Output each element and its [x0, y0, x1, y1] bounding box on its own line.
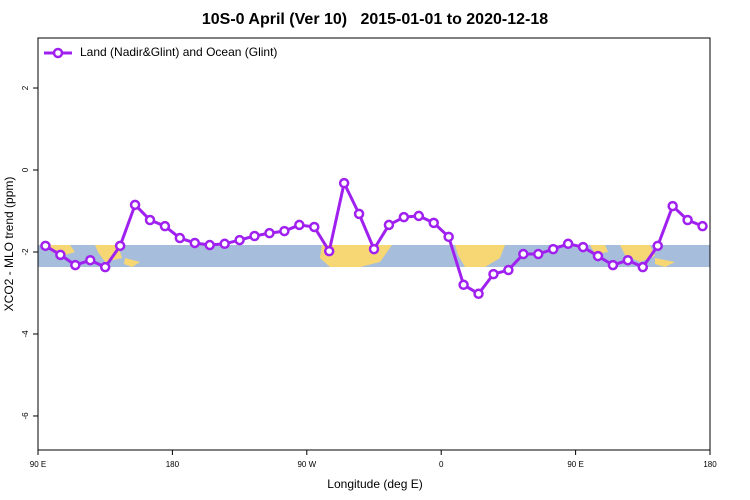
chart-title: 10S-0 April (Ver 10) 2015-01-01 to 2020-… [202, 11, 548, 28]
x-tick-label: 0 [439, 460, 444, 469]
x-axis-label: Longitude (deg E) [327, 477, 422, 491]
point [159, 220, 171, 232]
point [607, 259, 619, 271]
x-tick-label: 180 [703, 460, 717, 469]
x-tick-label: 180 [166, 460, 180, 469]
y-tick-label: 2 [21, 85, 30, 90]
point [652, 240, 663, 252]
y-axis-label: XCO2 - MLO trend (ppm) [2, 177, 16, 312]
point [547, 243, 559, 255]
point [503, 264, 514, 276]
point [40, 240, 51, 252]
x-tick-label: 90 E [567, 460, 583, 469]
point [488, 268, 499, 280]
point [398, 211, 410, 223]
y-tick-label: 0 [21, 167, 30, 172]
point [637, 261, 649, 273]
point [55, 249, 66, 261]
legend-label: Land (Nadir&Glint) and Ocean (Glint) [80, 45, 277, 59]
point [309, 221, 320, 233]
point [353, 208, 365, 220]
point [323, 245, 335, 257]
point [697, 220, 708, 232]
point [219, 238, 230, 250]
x-tick-label: 90 W [297, 460, 316, 469]
point [622, 254, 634, 266]
point [279, 225, 290, 237]
point [682, 214, 693, 226]
point [533, 248, 544, 260]
point [294, 219, 305, 231]
y-tick-label: -2 [21, 248, 30, 256]
point [368, 243, 380, 255]
point [249, 230, 260, 242]
point [189, 237, 201, 249]
point [234, 234, 245, 246]
point [99, 261, 111, 273]
point [70, 259, 81, 271]
point [144, 214, 156, 226]
point [129, 199, 141, 211]
point [264, 227, 275, 239]
point [383, 219, 395, 231]
point [85, 254, 96, 266]
point [577, 241, 589, 253]
series-line [44, 181, 704, 296]
point [338, 177, 350, 189]
point [473, 288, 484, 300]
plot-frame [37, 37, 711, 451]
point [413, 210, 425, 222]
point [174, 232, 186, 244]
legend-marker [52, 47, 64, 59]
point [667, 200, 678, 212]
point [592, 250, 604, 262]
point [458, 279, 469, 291]
y-tick-label: -6 [21, 412, 30, 420]
point [518, 248, 529, 260]
point [428, 217, 439, 229]
point [204, 239, 215, 251]
point [443, 231, 454, 243]
point [114, 240, 126, 252]
y-tick-label: -4 [21, 330, 30, 338]
x-tick-label: 90 E [30, 460, 46, 469]
point [562, 238, 574, 250]
